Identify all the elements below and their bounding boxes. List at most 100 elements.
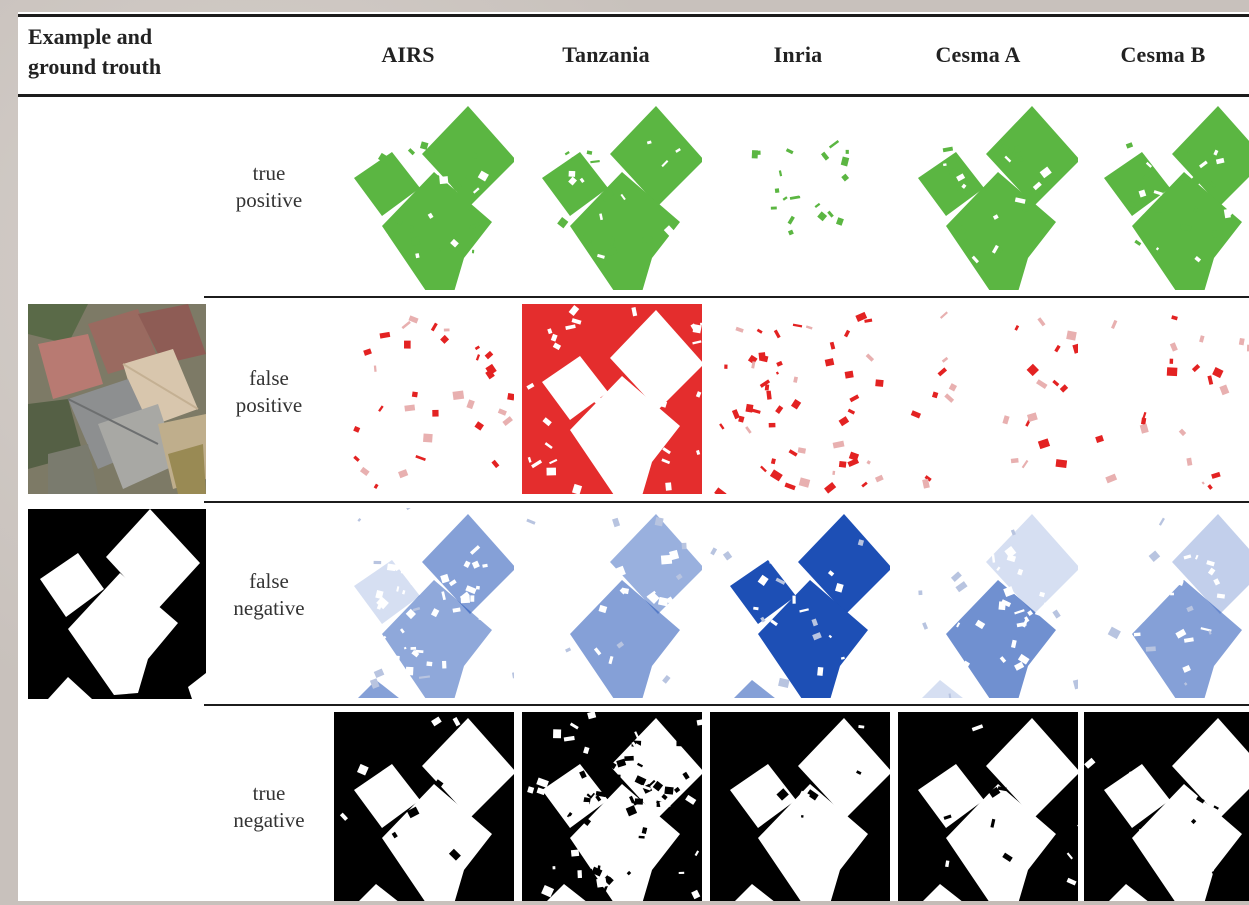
pixel-fragment xyxy=(1032,181,1042,191)
pixel-fragment xyxy=(435,605,447,617)
pixel-fragment xyxy=(838,461,847,468)
pixel-fragment xyxy=(764,384,770,391)
pixel-fragment xyxy=(386,620,395,629)
pixel-fragment xyxy=(778,170,783,177)
pixel-fragment xyxy=(1001,143,1010,151)
pixel-fragment xyxy=(1221,157,1233,169)
pixel-fragment xyxy=(471,249,475,254)
pixel-fragment xyxy=(666,889,679,900)
pixel-fragment xyxy=(692,340,702,345)
pixel-fragment xyxy=(631,306,638,317)
pixel-fragment xyxy=(378,405,384,412)
pixel-fragment xyxy=(542,417,552,427)
pixel-fragment xyxy=(941,356,949,363)
pixel-fragment xyxy=(657,745,666,753)
pixel-fragment xyxy=(440,573,450,584)
pixel-fragment xyxy=(1107,626,1121,640)
pixel-fragment xyxy=(1183,554,1192,560)
true-positive-region xyxy=(918,152,984,216)
pixel-fragment xyxy=(616,758,627,768)
pixel-fragment xyxy=(565,324,576,331)
pixel-fragment xyxy=(378,657,385,664)
pixel-fragment xyxy=(536,777,549,788)
pixel-fragment xyxy=(776,360,783,367)
pixel-fragment xyxy=(550,333,558,342)
pixel-fragment xyxy=(856,770,862,775)
pixel-fragment xyxy=(1055,459,1068,468)
pixel-fragment xyxy=(595,791,607,798)
pixel-fragment xyxy=(724,364,728,369)
pixel-fragment xyxy=(594,396,607,409)
pixel-fragment xyxy=(790,398,802,410)
tile-false-negative-3 xyxy=(898,508,1078,698)
pixel-fragment xyxy=(597,427,609,436)
pixel-fragment xyxy=(585,868,594,877)
pixel-fragment xyxy=(541,885,555,898)
pixel-fragment xyxy=(1199,160,1208,169)
ground-truth-mask-image xyxy=(28,509,206,699)
pixel-fragment xyxy=(377,635,387,644)
pixel-fragment xyxy=(656,874,666,881)
pixel-fragment xyxy=(843,329,851,338)
pixel-fragment xyxy=(943,623,952,632)
pixel-fragment xyxy=(557,217,569,229)
pixel-fragment xyxy=(469,634,476,641)
pixel-fragment xyxy=(768,422,776,428)
pixel-fragment xyxy=(961,660,971,671)
pixel-fragment xyxy=(996,566,1001,572)
pixel-fragment xyxy=(475,585,480,590)
pixel-fragment xyxy=(1134,239,1142,246)
pixel-fragment xyxy=(388,655,400,664)
pixel-fragment xyxy=(939,311,948,319)
row-label-true-negative: true negative xyxy=(204,780,334,834)
pixel-fragment xyxy=(1190,818,1197,825)
pixel-fragment xyxy=(664,786,674,795)
pixel-fragment xyxy=(434,779,444,788)
pixel-fragment xyxy=(775,405,784,414)
pixel-fragment xyxy=(971,724,984,732)
pixel-fragment xyxy=(545,822,556,832)
pixel-fragment xyxy=(770,458,776,465)
pixel-fragment xyxy=(850,608,859,615)
pixel-fragment xyxy=(399,628,405,634)
pixel-fragment xyxy=(552,342,562,351)
pixel-fragment xyxy=(415,454,426,461)
pixel-fragment xyxy=(661,400,668,408)
false-negative-region xyxy=(758,580,868,698)
pixel-fragment xyxy=(1133,632,1141,637)
true-positive-region xyxy=(422,106,514,206)
pixel-fragment xyxy=(601,191,613,203)
pixel-fragment xyxy=(476,608,489,621)
pixel-fragment xyxy=(1182,175,1192,184)
pixel-fragment xyxy=(735,326,744,333)
pixel-fragment xyxy=(647,444,658,450)
pixel-fragment xyxy=(373,560,382,565)
pixel-fragment xyxy=(685,794,697,805)
pixel-fragment xyxy=(419,141,429,150)
pixel-fragment xyxy=(597,253,605,259)
pixel-fragment xyxy=(676,357,687,368)
pixel-fragment xyxy=(773,329,781,339)
pixel-fragment xyxy=(1194,255,1202,263)
pixel-fragment xyxy=(394,217,403,226)
pixel-fragment xyxy=(549,458,558,465)
pixel-fragment xyxy=(824,482,837,494)
pixel-fragment xyxy=(1199,335,1205,343)
header-airs: AIRS xyxy=(381,42,435,67)
pixel-fragment xyxy=(696,718,702,726)
pixel-fragment xyxy=(472,187,480,194)
pixel-fragment xyxy=(595,598,602,603)
building-mask xyxy=(986,718,1078,818)
pixel-fragment xyxy=(602,885,608,894)
pixel-fragment xyxy=(950,571,962,582)
pixel-fragment xyxy=(657,596,669,607)
pixel-fragment xyxy=(950,185,958,194)
tile-false-negative-4 xyxy=(1084,508,1249,698)
pixel-fragment xyxy=(844,235,853,242)
pixel-fragment xyxy=(646,140,652,145)
pixel-fragment xyxy=(591,549,603,556)
pixel-fragment xyxy=(959,225,968,234)
pixel-fragment xyxy=(648,592,660,604)
pixel-fragment xyxy=(1179,224,1192,232)
pixel-fragment xyxy=(587,749,599,759)
